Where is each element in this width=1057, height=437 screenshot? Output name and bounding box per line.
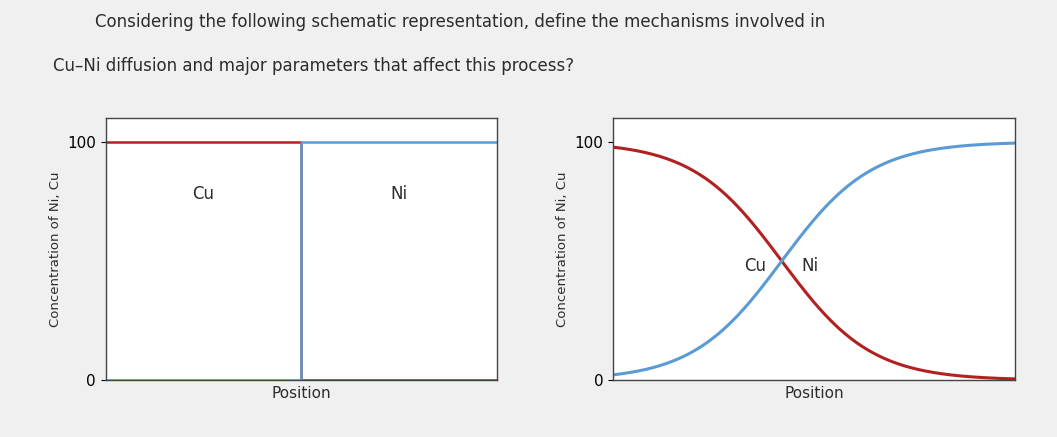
Text: Ni: Ni <box>390 185 408 203</box>
Text: Cu: Cu <box>744 257 765 275</box>
Text: Cu–Ni diffusion and major parameters that affect this process?: Cu–Ni diffusion and major parameters tha… <box>53 57 574 75</box>
Y-axis label: Concentration of Ni, Cu: Concentration of Ni, Cu <box>49 171 61 327</box>
Y-axis label: Concentration of Ni, Cu: Concentration of Ni, Cu <box>556 171 569 327</box>
Text: Considering the following schematic representation, define the mechanisms involv: Considering the following schematic repr… <box>53 13 826 31</box>
Text: Cu: Cu <box>192 185 215 203</box>
X-axis label: Position: Position <box>272 386 331 401</box>
Text: Ni: Ni <box>802 257 819 275</box>
X-axis label: Position: Position <box>784 386 843 401</box>
